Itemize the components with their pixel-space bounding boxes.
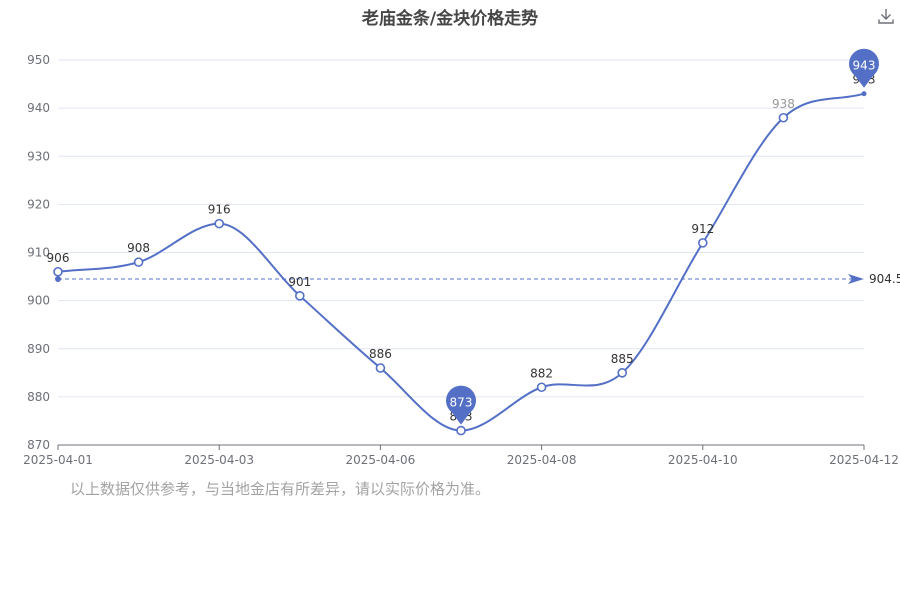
data-point <box>778 112 789 123</box>
download-icon[interactable] <box>876 6 896 26</box>
data-point <box>861 91 867 97</box>
data-label: 882 <box>530 366 553 380</box>
y-tick-label: 900 <box>27 294 50 308</box>
pin-shape <box>849 48 880 88</box>
data-label: 906 <box>47 251 70 265</box>
average-line-start <box>55 275 61 282</box>
chart-title: 老庙金条/金块价格走势 <box>361 9 539 29</box>
data-label: 916 <box>208 203 231 217</box>
data-label: 886 <box>369 347 392 361</box>
data-point <box>294 291 305 301</box>
grid-lines <box>58 59 864 398</box>
data-point <box>697 238 708 248</box>
y-tick-label: 920 <box>27 197 50 211</box>
average-line-label: 904.5 <box>869 272 900 286</box>
y-tick-label: 930 <box>27 149 50 163</box>
pin-shape <box>446 385 477 425</box>
axes: 870 880 890 900 910 920 930 940 950 2025-04-01 202… <box>23 53 899 467</box>
data-label: 938 <box>772 97 795 111</box>
x-tick-label: 2025-04-10 <box>668 453 738 467</box>
y-tick-label: 890 <box>27 342 50 356</box>
price-series <box>53 91 867 436</box>
x-tick-label: 2025-04-08 <box>507 453 577 467</box>
x-tick-label: 2025-04-12 <box>829 453 899 467</box>
data-label: 912 <box>691 222 714 236</box>
y-tick-label: 870 <box>27 438 50 452</box>
y-tick-label: 910 <box>27 246 50 260</box>
data-point <box>617 368 628 378</box>
data-point <box>375 363 386 373</box>
average-line: 904.5 <box>55 272 900 286</box>
x-tick-label: 2025-04-03 <box>184 453 254 467</box>
y-tick-label: 940 <box>27 101 50 115</box>
pin-label: 873 <box>450 396 473 410</box>
data-point <box>133 257 144 267</box>
data-point <box>214 218 224 229</box>
data-labels: 906908916901886873882885912938943 <box>47 73 876 424</box>
min-pin: 873 <box>446 385 477 425</box>
y-tick-label: 950 <box>27 53 50 67</box>
data-point <box>456 425 466 436</box>
y-tick-label: 880 <box>27 390 50 404</box>
data-label: 908 <box>127 241 150 255</box>
x-tick-label: 2025-04-06 <box>346 453 416 467</box>
footnote-text: 以上数据仅供参考，与当地金店有所差异，请以实际价格为准。 <box>70 480 491 498</box>
x-tick-label: 2025-04-01 <box>23 453 93 467</box>
series-line <box>57 92 865 432</box>
data-label: 901 <box>288 275 311 289</box>
mark-points: 873 943 <box>446 48 880 425</box>
data-point <box>53 266 63 277</box>
data-point <box>536 382 547 393</box>
pin-label: 943 <box>853 59 876 73</box>
max-pin: 943 <box>849 48 880 88</box>
average-line-arrow <box>848 273 864 284</box>
data-label: 885 <box>611 352 634 366</box>
